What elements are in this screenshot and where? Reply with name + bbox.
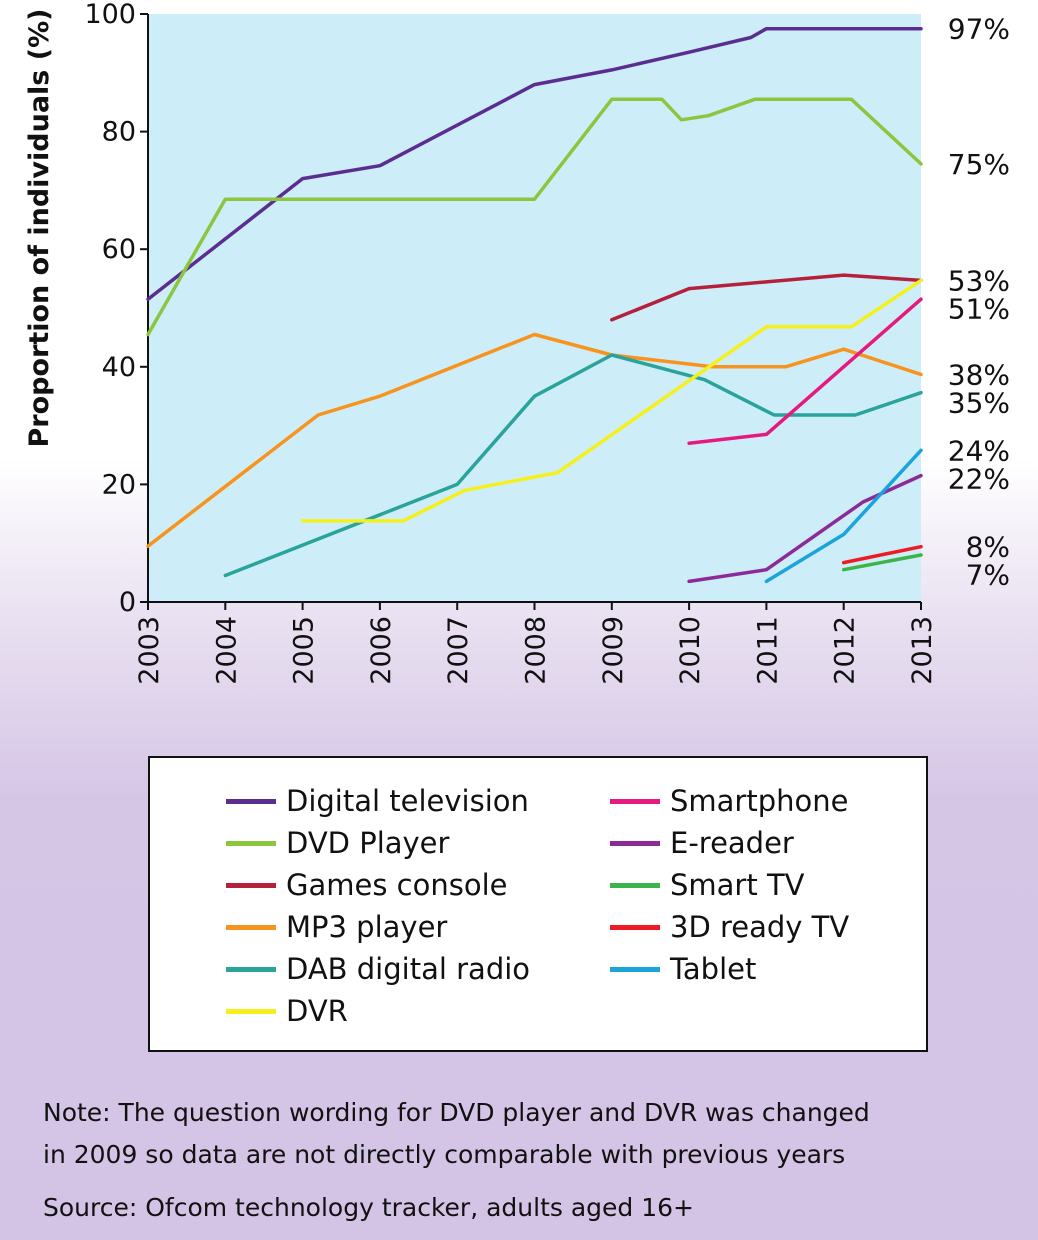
end-labels: 97% 75% 53%51% 38%35% 24%22% 8%7%: [948, 13, 1010, 592]
end-label-smart-tv: 7%: [966, 559, 1010, 592]
series-line-dab-digital-radio: [223, 353, 923, 578]
y-tick-label: 60: [102, 234, 136, 265]
legend-swatch: [226, 1008, 276, 1014]
legend-item: E-reader: [610, 822, 849, 864]
legend-label: Digital television: [286, 784, 529, 818]
legend-swatch: [226, 924, 276, 930]
legend-swatch: [610, 798, 660, 804]
legend-item: Tablet: [610, 948, 849, 990]
source-note: Source: Ofcom technology tracker, adults…: [43, 1193, 695, 1222]
x-tick-label: 2004: [211, 616, 242, 685]
x-tick-label: 2010: [675, 616, 706, 685]
legend-label: 3D ready TV: [670, 910, 850, 944]
legend-item: DVR: [226, 990, 530, 1032]
legend-label: Games console: [286, 868, 508, 902]
note-line-1: Note: The question wording for DVD playe…: [43, 1098, 870, 1127]
series-line-games-console: [610, 273, 923, 322]
series-line-digital-television: [146, 26, 923, 301]
legend-swatch: [610, 882, 660, 888]
end-label-e-reader: 22%: [948, 462, 1010, 495]
legend-label: Smartphone: [670, 784, 849, 818]
legend-item: Digital television: [226, 780, 530, 822]
end-label-dvd-player: 75%: [948, 148, 1010, 181]
legend-swatch: [610, 840, 660, 846]
x-tick-label: 2009: [598, 616, 629, 685]
legend-swatch: [610, 966, 660, 972]
legend-column-1: Digital television DVD Player Games consol…: [226, 780, 530, 1032]
y-axis-label: Proportion of individuals (%): [24, 8, 55, 447]
x-tick-label: 2008: [521, 616, 552, 685]
plot-area: [148, 14, 921, 602]
legend-item: MP3 player: [226, 906, 530, 948]
legend-swatch: [226, 882, 276, 888]
legend-item: Smart TV: [610, 864, 849, 906]
end-label-games-console: 53%: [948, 264, 1010, 297]
line-chart: 0 20 40 60 80 100 2003 2004 2005 2006 2007 2008 2009…: [24, 0, 1010, 685]
legend-label: E-reader: [670, 826, 794, 860]
series-line-smart-tv: [841, 553, 923, 572]
legend-item: DAB digital radio: [226, 948, 530, 990]
end-label-digital-television: 97%: [948, 13, 1010, 46]
x-tick-label: 2011: [752, 616, 783, 685]
y-tick-label: 80: [102, 117, 136, 148]
legend-label: Tablet: [670, 952, 757, 986]
end-label-smartphone: 51%: [948, 292, 1010, 325]
legend-column-2: Smartphone E-reader Smart TV 3D ready TV Tab…: [610, 780, 849, 990]
end-label-tablet: 24%: [948, 434, 1010, 467]
legend-item: Games console: [226, 864, 530, 906]
end-label-mp3-player: 38%: [948, 358, 1010, 391]
x-tick-label: 2007: [443, 616, 474, 685]
legend-item: Smartphone: [610, 780, 849, 822]
axes: 0 20 40 60 80 100 2003 2004 2005 2006 2007 2008 2009…: [84, 0, 938, 685]
legend-label: DVR: [286, 994, 348, 1028]
y-tick-label: 0: [119, 587, 136, 618]
x-tick-label: 2005: [289, 616, 320, 685]
series-layer: [146, 26, 923, 584]
note-line-2: in 2009 so data are not directly compara…: [43, 1140, 846, 1169]
series-line-tablet: [764, 448, 923, 584]
legend-label: DVD Player: [286, 826, 450, 860]
end-label-3d-ready-tv: 8%: [966, 531, 1010, 564]
series-line-3d-ready-tv: [841, 544, 923, 565]
x-tick-label: 2012: [830, 616, 861, 685]
series-line-smartphone: [687, 297, 923, 445]
series-line-e-reader: [687, 473, 923, 584]
end-label-dab-digital-radio: 35%: [948, 386, 1010, 419]
x-tick-label: 2003: [134, 616, 165, 685]
legend-swatch: [226, 840, 276, 846]
y-tick-label: 20: [102, 469, 136, 500]
legend-swatch: [610, 924, 660, 930]
series-line-dvd-player: [146, 97, 923, 337]
x-tick-label: 2006: [366, 616, 397, 685]
legend-label: MP3 player: [286, 910, 448, 944]
legend-item: DVD Player: [226, 822, 530, 864]
legend-swatch: [226, 798, 276, 804]
x-tick-label: 2013: [907, 616, 938, 685]
legend-label: DAB digital radio: [286, 952, 531, 986]
legend-label: Smart TV: [670, 868, 805, 902]
y-tick-label: 100: [84, 0, 136, 30]
legend: Digital television DVD Player Games consol…: [148, 756, 928, 1052]
series-line-dvr: [300, 278, 923, 523]
legend-item: 3D ready TV: [610, 906, 849, 948]
y-tick-label: 40: [102, 352, 136, 383]
legend-swatch: [226, 966, 276, 972]
